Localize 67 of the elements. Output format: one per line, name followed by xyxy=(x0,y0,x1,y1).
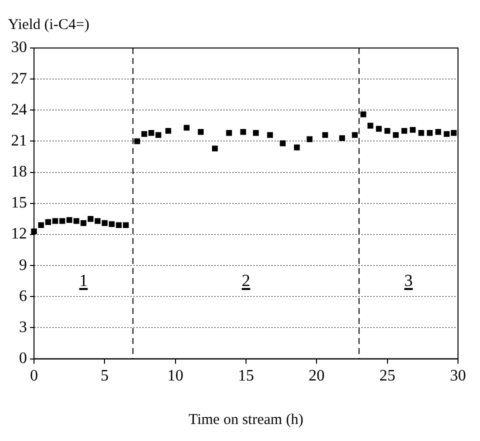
x-tick-label: 5 xyxy=(100,368,109,385)
point xyxy=(426,130,433,136)
x-axis-title: Time on stream (h) xyxy=(188,412,304,428)
point xyxy=(392,132,399,138)
point xyxy=(367,122,374,129)
y-tick-label: 18 xyxy=(11,164,27,181)
x-tick-label: 20 xyxy=(308,368,325,385)
point xyxy=(184,124,190,131)
point xyxy=(198,129,204,135)
x-tick-label: 25 xyxy=(379,368,396,385)
x-tick-label: 10 xyxy=(167,368,184,385)
x-tick-label: 30 xyxy=(450,368,466,385)
point xyxy=(226,130,232,136)
x-tick-label: 15 xyxy=(238,368,254,385)
y-tick-label: 30 xyxy=(11,39,27,56)
point xyxy=(435,129,442,135)
point xyxy=(102,220,108,226)
y-tick-label: 6 xyxy=(19,288,27,305)
point xyxy=(376,126,382,132)
y-tick-label: 21 xyxy=(11,132,27,150)
annotation: 2 xyxy=(242,271,250,290)
point xyxy=(360,111,366,118)
point xyxy=(280,140,286,146)
point xyxy=(80,220,86,226)
point xyxy=(252,130,259,136)
y-tick-label: 0 xyxy=(19,350,27,368)
point xyxy=(339,135,346,142)
point xyxy=(267,132,273,138)
x-tick-label: 0 xyxy=(30,368,38,385)
point xyxy=(52,218,58,224)
y-tick-label: 3 xyxy=(19,318,27,336)
point xyxy=(108,221,115,228)
point xyxy=(141,131,148,137)
point xyxy=(306,136,313,142)
point xyxy=(450,130,457,136)
point xyxy=(322,132,328,138)
point xyxy=(116,222,122,228)
y-tick-label: 12 xyxy=(11,226,27,243)
point xyxy=(155,132,162,138)
point xyxy=(418,130,424,136)
point xyxy=(134,138,140,144)
point xyxy=(38,222,44,228)
point xyxy=(212,146,218,152)
y-tick-label: 27 xyxy=(11,70,27,88)
point xyxy=(94,218,101,224)
point xyxy=(73,218,80,224)
point xyxy=(59,218,66,224)
point xyxy=(66,217,72,223)
y-tick-label: 9 xyxy=(19,256,27,274)
point xyxy=(444,131,450,137)
point xyxy=(148,130,154,136)
point xyxy=(122,222,129,228)
y-axis-title: Yield (i-C4=) xyxy=(8,16,90,33)
point xyxy=(401,128,408,134)
point xyxy=(352,132,358,138)
point xyxy=(165,128,172,134)
y-tick-label: 24 xyxy=(11,101,27,118)
y-tick-label: 15 xyxy=(11,194,27,212)
point xyxy=(410,126,416,133)
point xyxy=(294,144,300,150)
point xyxy=(45,219,52,225)
point xyxy=(384,128,390,134)
annotation: 3 xyxy=(404,271,413,290)
point xyxy=(31,228,37,234)
point xyxy=(88,216,94,222)
annotation: 1 xyxy=(79,271,88,290)
point xyxy=(240,129,246,135)
